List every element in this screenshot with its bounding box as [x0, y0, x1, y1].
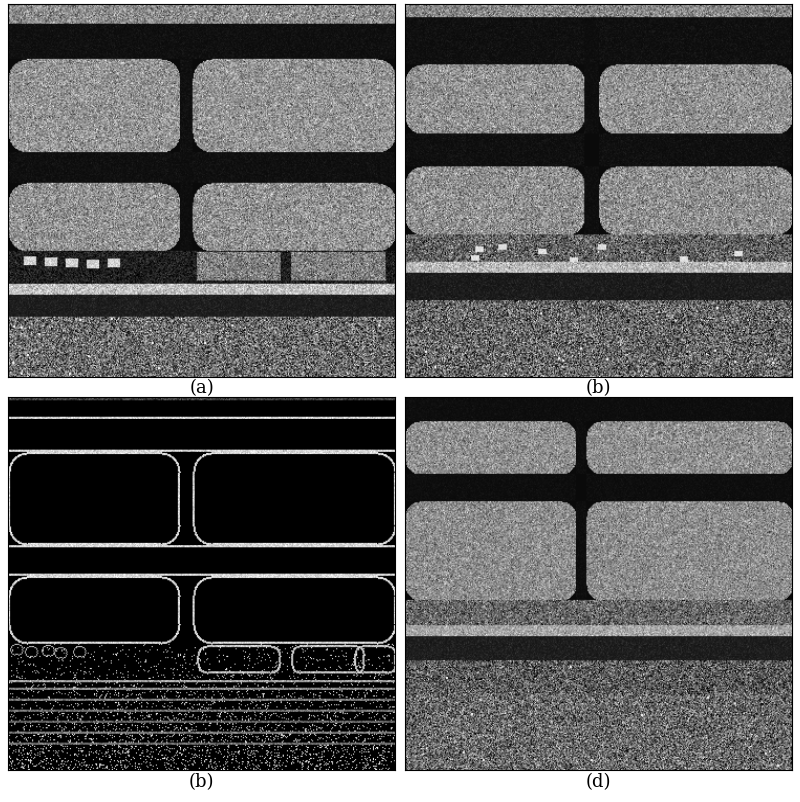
X-axis label: (b): (b) [189, 772, 214, 791]
X-axis label: (d): (d) [586, 772, 611, 791]
X-axis label: (b): (b) [586, 379, 611, 398]
X-axis label: (a): (a) [190, 379, 214, 398]
